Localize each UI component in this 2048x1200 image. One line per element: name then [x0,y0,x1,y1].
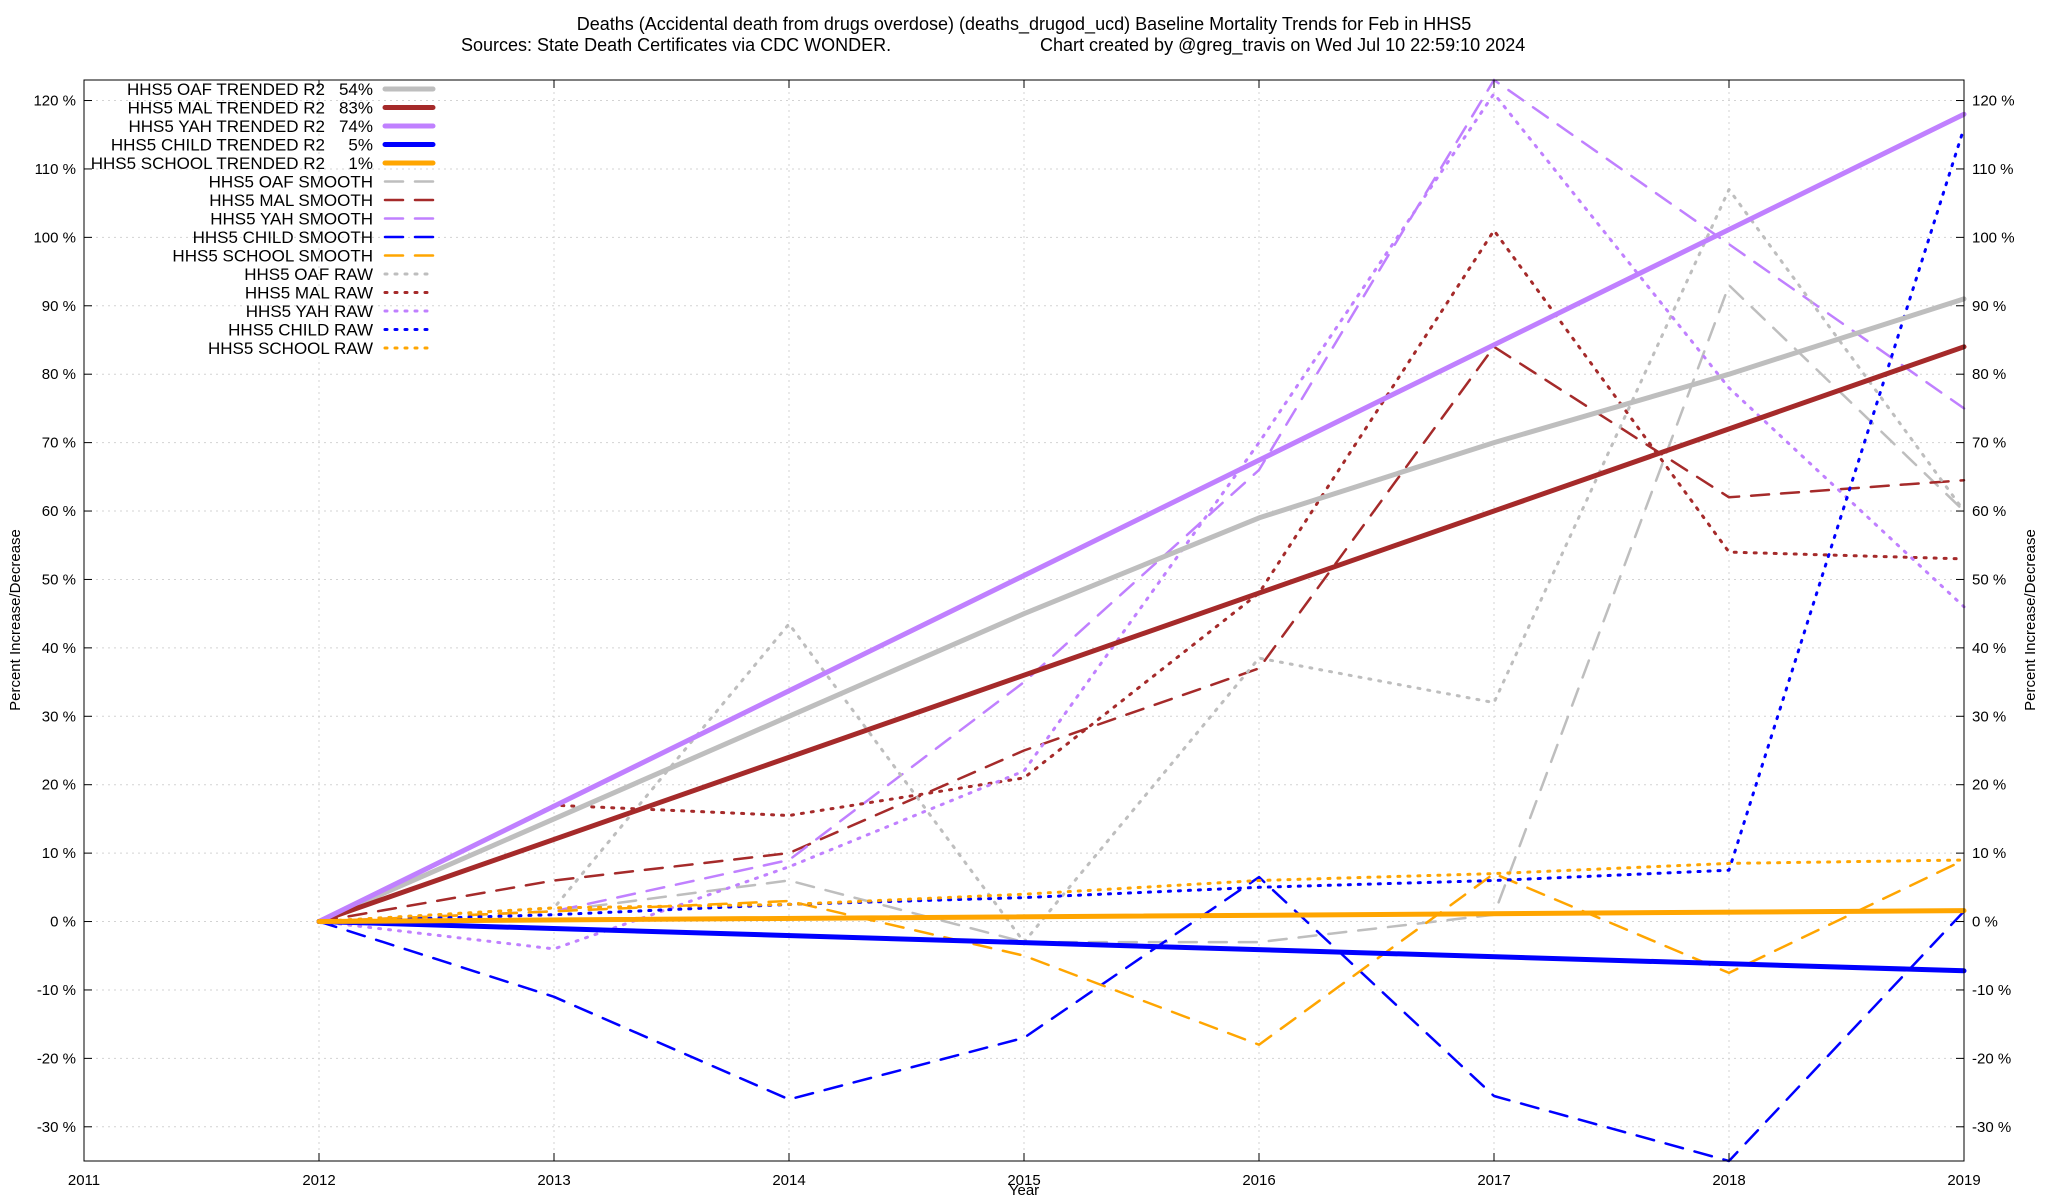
y2-tick-label: -10 % [1972,982,2011,999]
y2-tick-label: 50 % [1972,571,2006,588]
legend-label-hhs5-yah-raw: HHS5 YAH RAW [246,302,373,321]
x-tick-label: 2011 [68,1172,100,1189]
series-line-hhs5-oaf-smooth [317,284,1966,944]
legend-label-hhs5-child-raw: HHS5 CHILD RAW [228,321,373,340]
y-tick-label: 30 % [42,708,76,725]
y2-tick-label: 30 % [1972,708,2006,725]
legend-label-hhs5-mal-raw: HHS5 MAL RAW [245,284,373,303]
legend: HHS5 OAF TRENDED R2 54% HHS5 MAL TRENDED R… [91,80,436,358]
y-tick-label: 10 % [42,845,76,862]
y2-axis-label: Percent Increase/Decrease [2022,529,2039,711]
series-line-hhs5-yah-smooth [317,78,1966,923]
series-line-hhs5-school-trended-r2 [316,908,1967,924]
series-line-hhs5-mal-trended-r2 [316,344,1967,924]
x-tick-label: 2014 [772,1172,805,1189]
legend-label-hhs5-oaf-smooth: HHS5 OAF SMOOTH [209,173,373,192]
y2-tick-label: 10 % [1972,845,2006,862]
legend-label-hhs5-oaf-trended-r2: HHS5 OAF TRENDED R2 [127,80,325,99]
y2-tick-label: 120 % [1972,93,2015,110]
y-tick-label: -10 % [37,982,76,999]
legend-label-hhs5-mal-smooth: HHS5 MAL SMOOTH [209,191,373,210]
y-tick-label: 90 % [42,298,76,315]
x-tick-label: 2015 [1007,1172,1040,1189]
legend-r2-hhs5-mal-trended-r2: 83% [339,99,373,118]
legend-label-hhs5-mal-trended-r2: HHS5 MAL TRENDED R2 [128,99,325,118]
y2-tick-label: 100 % [1972,229,2015,246]
y2-tick-label: -30 % [1972,1119,2011,1136]
x-tick-label: 2019 [1947,1172,1980,1189]
y-tick-label: 110 % [35,161,76,178]
x-tick-label: 2018 [1712,1172,1745,1189]
chart-title-line1: Deaths (Accidental death from drugs over… [577,14,1471,35]
y2-tick-label: 80 % [1972,366,2006,383]
y-tick-label: 0 % [50,914,76,931]
y2-tick-label: -20 % [1972,1050,2011,1067]
legend-label-hhs5-yah-trended-r2: HHS5 YAH TRENDED R2 [129,117,326,136]
y-tick-label: 80 % [42,366,76,383]
legend-r2-hhs5-yah-trended-r2: 74% [339,117,373,136]
y-tick-label: 70 % [42,435,76,452]
y-tick-label: 20 % [42,777,76,794]
series-line-hhs5-child-trended-r2 [316,919,1967,974]
legend-r2-hhs5-oaf-trended-r2: 54% [339,80,373,99]
series-line-hhs5-child-smooth [317,875,1966,1163]
legend-r2-hhs5-child-trended-r2: 5% [348,136,373,155]
series-layer [316,78,1967,1163]
y2-tick-label: 70 % [1972,435,2006,452]
x-tick-label: 2012 [302,1172,335,1189]
series-line-hhs5-oaf-trended-r2 [316,296,1967,924]
series-line-hhs5-yah-raw [317,92,1966,951]
x-tick-label: 2013 [537,1172,570,1189]
legend-r2-hhs5-school-trended-r2: 1% [348,154,373,173]
y-tick-label: -20 % [37,1050,76,1067]
series-line-hhs5-school-raw [317,858,1966,923]
legend-label-hhs5-school-smooth: HHS5 SCHOOL SMOOTH [172,247,373,266]
y-tick-label: 120 % [33,93,76,110]
x-axis-label: Year [1009,1182,1039,1199]
y-tick-label: 60 % [42,503,76,520]
chart-title-line2-right: Chart created by @greg_travis on Wed Jul… [1040,35,1525,56]
x-tick-label: 2017 [1477,1172,1510,1189]
x-tick-label: 2016 [1242,1172,1275,1189]
series-line-hhs5-school-smooth [317,858,1966,1046]
legend-label-hhs5-school-raw: HHS5 SCHOOL RAW [208,339,373,358]
legend-label-hhs5-child-trended-r2: HHS5 CHILD TRENDED R2 [111,136,325,155]
y2-tick-label: 90 % [1972,298,2006,315]
chart-title-line2-left: Sources: State Death Certificates via CD… [461,35,891,55]
y2-tick-label: 0 % [1972,914,1998,931]
y-tick-label: 40 % [42,640,76,657]
legend-label-hhs5-oaf-raw: HHS5 OAF RAW [244,265,373,284]
legend-label-hhs5-school-trended-r2: HHS5 SCHOOL TRENDED R2 [91,154,325,173]
series-line-hhs5-mal-raw [317,229,1966,923]
series-line-hhs5-child-raw [317,126,1966,923]
series-line-hhs5-mal-smooth [317,345,1966,923]
y-tick-label: 50 % [42,571,76,588]
y-tick-label: -30 % [37,1119,76,1136]
y2-tick-label: 110 % [1972,161,2013,178]
series-line-hhs5-yah-trended-r2 [316,111,1967,924]
y2-tick-label: 40 % [1972,640,2006,657]
legend-label-hhs5-yah-smooth: HHS5 YAH SMOOTH [210,210,373,229]
y2-tick-label: 60 % [1972,503,2006,520]
legend-label-hhs5-child-smooth: HHS5 CHILD SMOOTH [193,228,373,247]
y2-tick-label: 20 % [1972,777,2006,794]
y-axis-label: Percent Increase/Decrease [7,529,24,711]
y-tick-label: 100 % [33,229,76,246]
axes-layer: 2011 2012 2013 2014 2015 2016 2017 2018 2019 -30 … [33,80,2015,1189]
